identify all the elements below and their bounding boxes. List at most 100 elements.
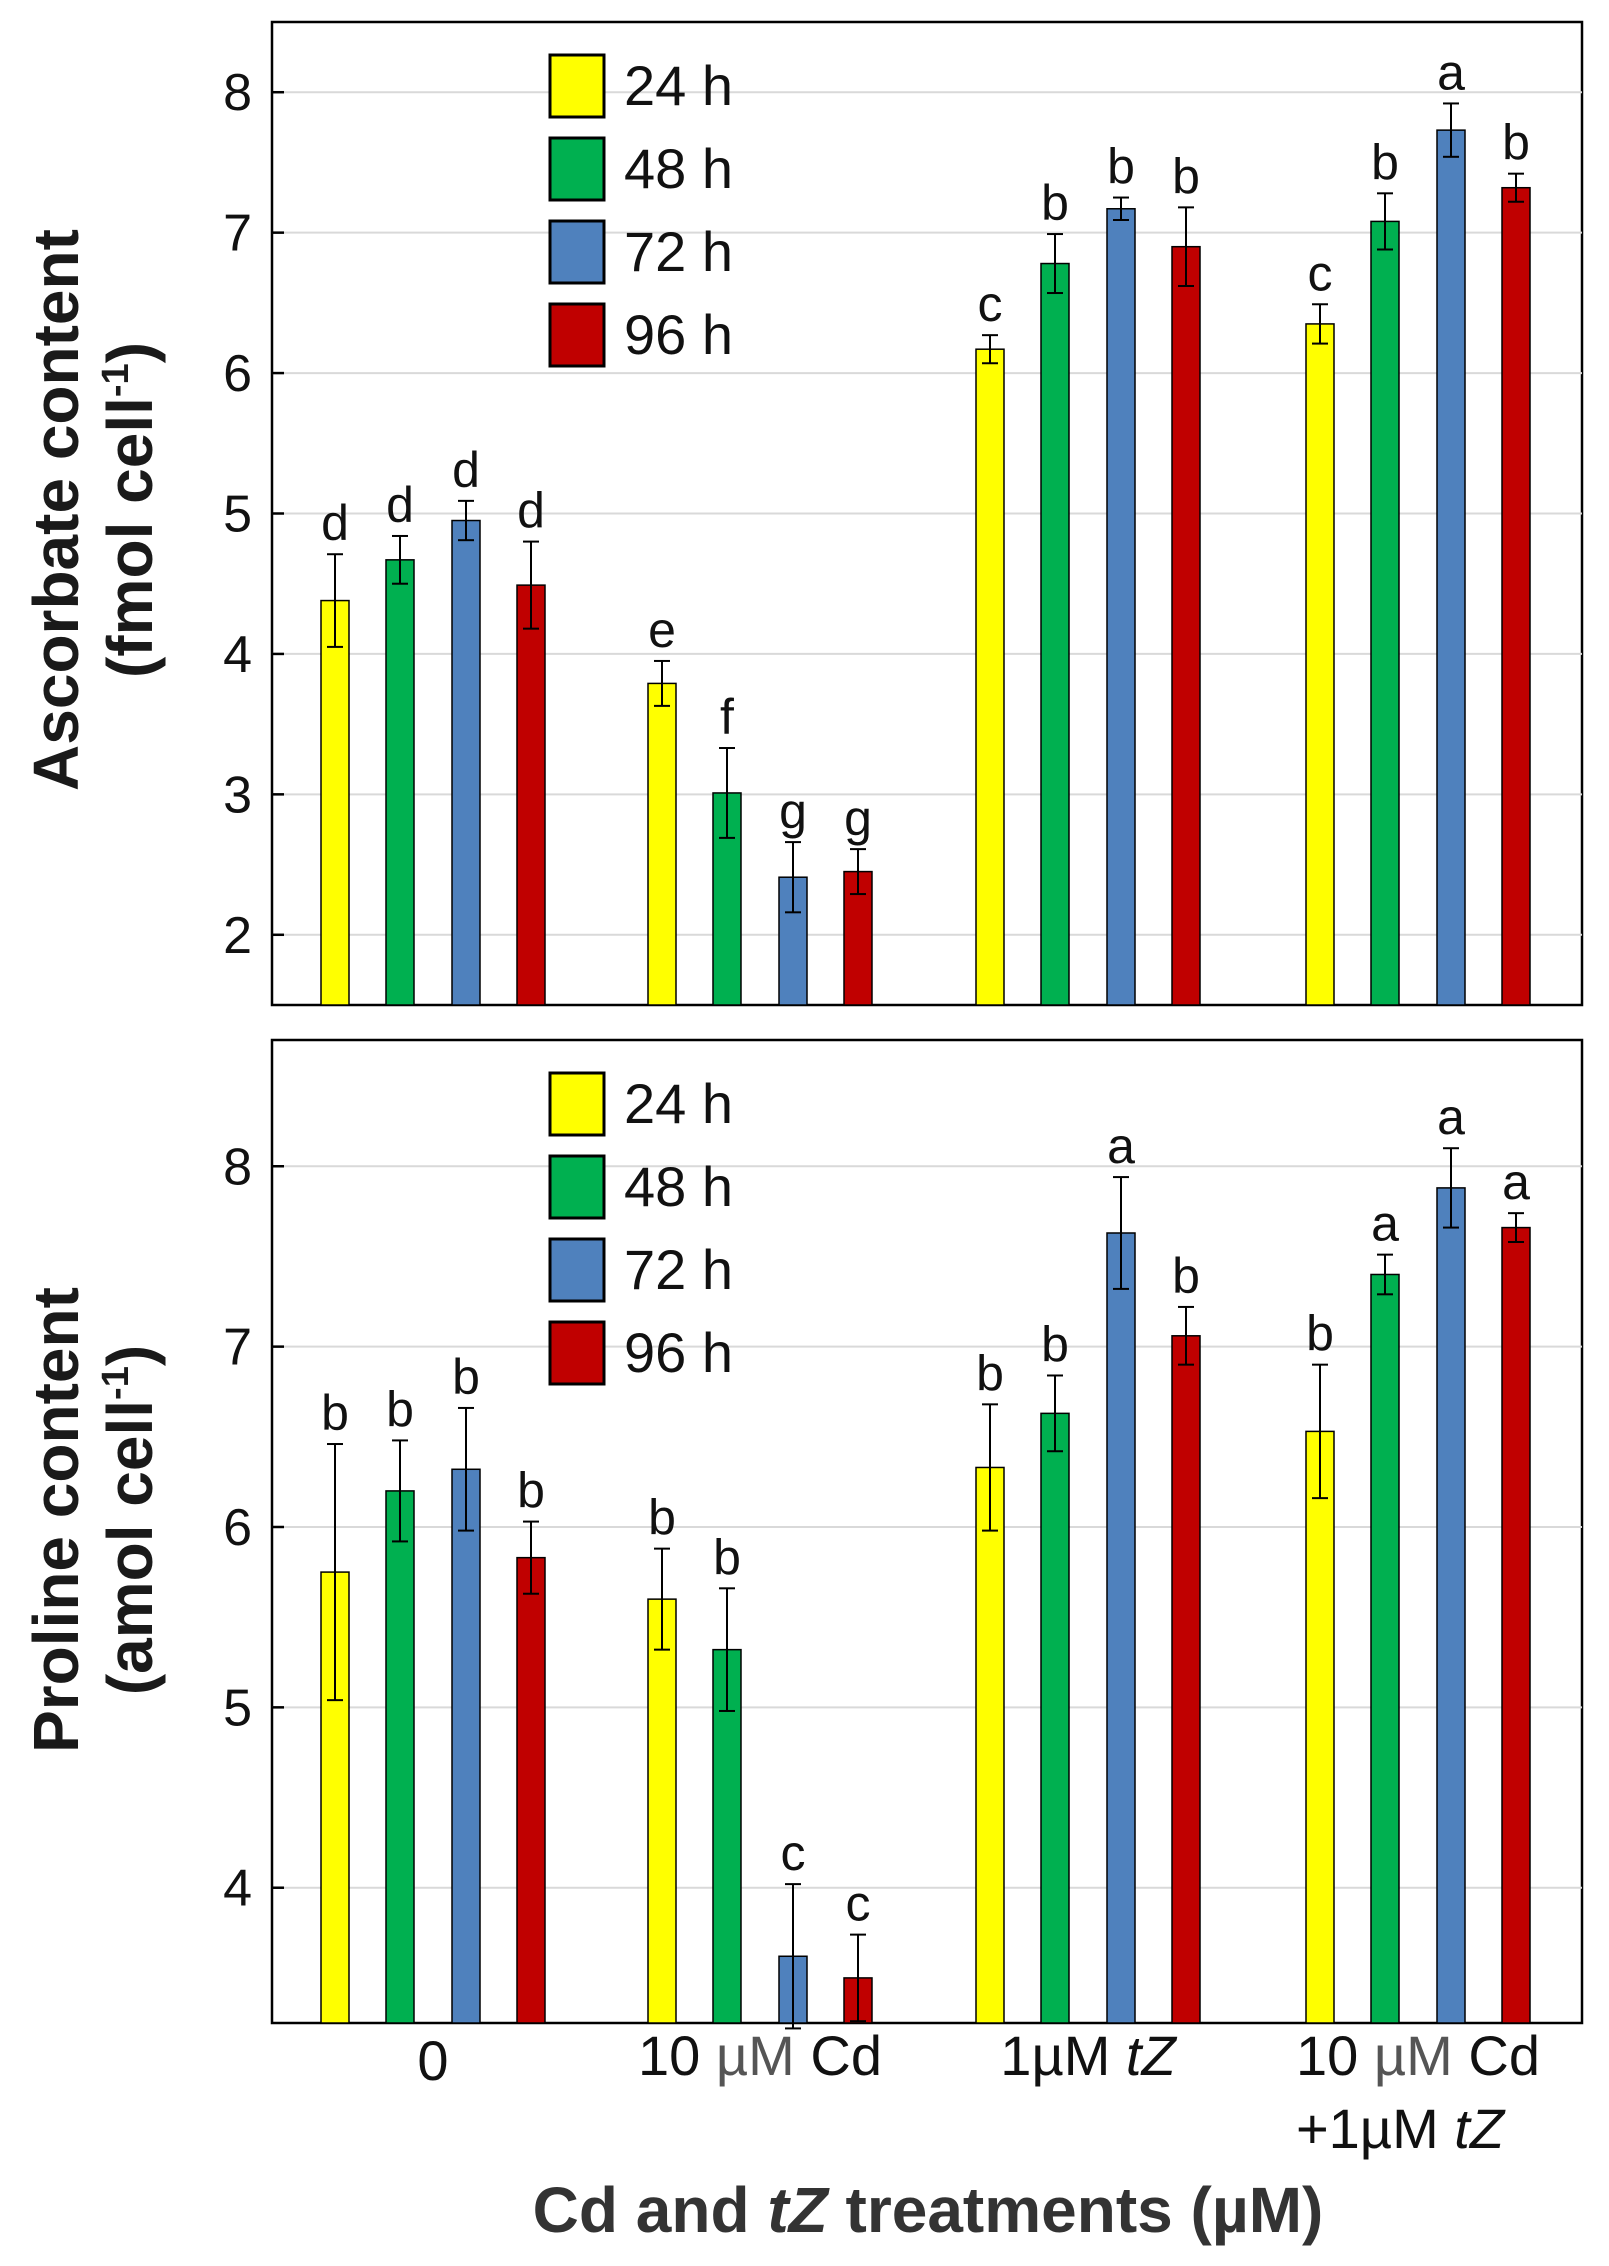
ascorbate-significance-letter: c (978, 276, 1003, 332)
proline-significance-letter: b (1172, 1248, 1200, 1304)
ascorbate-ytick-label: 5 (223, 486, 252, 544)
proline-legend-swatch (548, 1071, 606, 1137)
proline-legend-swatch (548, 1154, 606, 1220)
ascorbate-significance-letter: c (1308, 245, 1333, 301)
ascorbate-ytick-label: 6 (223, 345, 252, 403)
ascorbate-legend-label: 48 h (624, 137, 733, 200)
proline-legend: 24 h 48 h 72 h 96 h (548, 1071, 733, 1386)
proline-ylabel-close: ) (94, 1345, 166, 1366)
x-category-combined-cd: Cd (1453, 2024, 1540, 2087)
x-category-10um-cd: 10 µM Cd (638, 2024, 882, 2087)
proline-legend-label: 24 h (624, 1072, 733, 1135)
ascorbate-legend-label: 72 h (624, 220, 733, 283)
proline-significance-letter: a (1502, 1154, 1530, 1210)
ascorbate-bar (1040, 262, 1070, 1006)
proline-significance-letter: b (976, 1345, 1004, 1401)
ascorbate-ytick-label: 8 (223, 64, 252, 122)
ascorbate-gridlines: 2 3 4 5 6 7 8 (223, 64, 1582, 965)
proline-legend-swatch (548, 1320, 606, 1386)
proline-significance-letter: c (781, 1825, 806, 1881)
proline-bar (1106, 1232, 1136, 2024)
ascorbate-significance-letter: d (386, 477, 414, 533)
proline-significance-letter: b (713, 1529, 741, 1585)
proline-bar (1501, 1226, 1531, 2024)
x-category-combined-unit: µM (1374, 2024, 1453, 2087)
x-category-10um-cd-num: 10 (638, 2024, 716, 2087)
x-category-1um-tz-num: 1µM (1000, 2024, 1126, 2087)
proline-ytick-label: 6 (223, 1499, 252, 1557)
proline-ytick-label: 4 (223, 1860, 252, 1918)
proline-significance-letter: b (1041, 1316, 1069, 1372)
proline-bar (320, 1571, 350, 2024)
ascorbate-ylabel-unit: (fmol cell (94, 397, 166, 678)
x-category-combined-tz: tZ (1454, 2097, 1506, 2160)
ascorbate-significance-letter: b (1502, 115, 1530, 171)
ascorbate-ylabel-close: ) (94, 342, 166, 363)
x-category-10um-cd-cd: Cd (795, 2024, 882, 2087)
proline-significance-letter: b (1306, 1306, 1334, 1362)
ascorbate-significance-letter: g (844, 790, 872, 846)
proline-significance-letter: b (648, 1490, 676, 1546)
proline-bar (1305, 1430, 1335, 2024)
proline-significance-letter: b (386, 1381, 414, 1437)
ascorbate-bar (647, 682, 677, 1006)
ascorbate-ylabel-exponent: -1 (95, 363, 137, 397)
proline-gridlines: 4 5 6 7 8 (223, 1138, 1582, 1918)
ascorbate-bar (320, 599, 350, 1006)
ascorbate-bar (1501, 186, 1531, 1006)
proline-bar (516, 1556, 546, 2024)
ascorbate-bar (516, 584, 546, 1006)
proline-significance-letter: b (517, 1463, 545, 1519)
proline-bar (1040, 1412, 1070, 2024)
ascorbate-bar (1370, 220, 1400, 1006)
ascorbate-ylabel-line2: (fmol cell-1) (94, 342, 166, 678)
proline-legend-swatch (548, 1237, 606, 1303)
proline-legend-label: 96 h (624, 1321, 733, 1384)
ascorbate-significance-letter: d (321, 495, 349, 551)
proline-plot-frame (270, 1038, 1584, 2025)
ascorbate-bar (451, 519, 481, 1006)
proline-ytick-label: 5 (223, 1679, 252, 1737)
ascorbate-legend-label: 24 h (624, 54, 733, 117)
ascorbate-bar (1436, 129, 1466, 1006)
x-category-10um-cd-unit: µM (716, 2024, 795, 2087)
ascorbate-significance-letter: b (1107, 139, 1135, 195)
ascorbate-legend-label: 96 h (624, 303, 733, 366)
ascorbate-significance-letter: b (1172, 148, 1200, 204)
ascorbate-ytick-label: 7 (223, 205, 252, 263)
x-axis-title: Cd and tZ treatments (µM) (533, 2174, 1324, 2246)
proline-ylabel-unit: (amol cell (94, 1400, 166, 1695)
x-category-combined-line1: 10 µM Cd (1296, 2024, 1540, 2087)
proline-bar (1370, 1273, 1400, 2024)
proline-legend-label: 72 h (624, 1238, 733, 1301)
ascorbate-ytick-label: 3 (223, 766, 252, 824)
proline-ylabel-exponent: -1 (95, 1366, 137, 1400)
ascorbate-significance-letter: f (720, 689, 734, 745)
proline-significance-letter: c (846, 1876, 871, 1932)
ascorbate-legend-swatch (548, 53, 606, 119)
proline-bar (647, 1598, 677, 2024)
ascorbate-bar (975, 348, 1005, 1006)
proline-bar (385, 1490, 415, 2024)
ascorbate-significance-letter: a (1437, 44, 1465, 100)
x-axis-title-end: treatments (µM) (828, 2174, 1324, 2246)
ascorbate-legend: 24 h 48 h 72 h 96 h (548, 53, 733, 368)
x-axis-title-tz: tZ (767, 2174, 830, 2246)
proline-bar (451, 1468, 481, 2024)
ascorbate-bar (1106, 208, 1136, 1006)
proline-significance-letter: a (1437, 1089, 1465, 1145)
x-axis-title-start: Cd and (533, 2174, 768, 2246)
ascorbate-ylabel-line1: Ascorbate content (20, 229, 92, 791)
proline-bar (975, 1466, 1005, 2024)
proline-bar (1436, 1187, 1466, 2024)
ascorbate-legend-swatch (548, 219, 606, 285)
x-category-combined-line2: +1µM tZ (1296, 2097, 1506, 2160)
ascorbate-legend-swatch (548, 302, 606, 368)
proline-significance-letter: a (1107, 1118, 1135, 1174)
x-category-1um-tz-tz: tZ (1126, 2024, 1178, 2087)
